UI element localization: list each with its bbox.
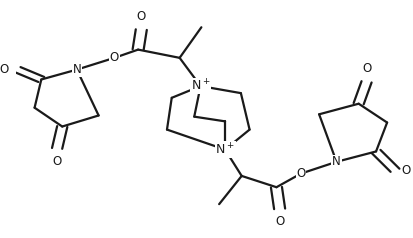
Text: N: N <box>332 155 341 168</box>
Text: O: O <box>401 164 411 177</box>
Text: O: O <box>297 167 306 180</box>
Text: N$^+$: N$^+$ <box>191 78 210 94</box>
Text: O: O <box>362 62 371 75</box>
Text: O: O <box>52 155 62 168</box>
Text: O: O <box>0 63 8 76</box>
Text: N: N <box>73 63 81 76</box>
Text: O: O <box>275 215 284 228</box>
Text: N$^+$: N$^+$ <box>215 142 235 157</box>
Text: O: O <box>137 10 146 23</box>
Text: O: O <box>110 51 119 64</box>
